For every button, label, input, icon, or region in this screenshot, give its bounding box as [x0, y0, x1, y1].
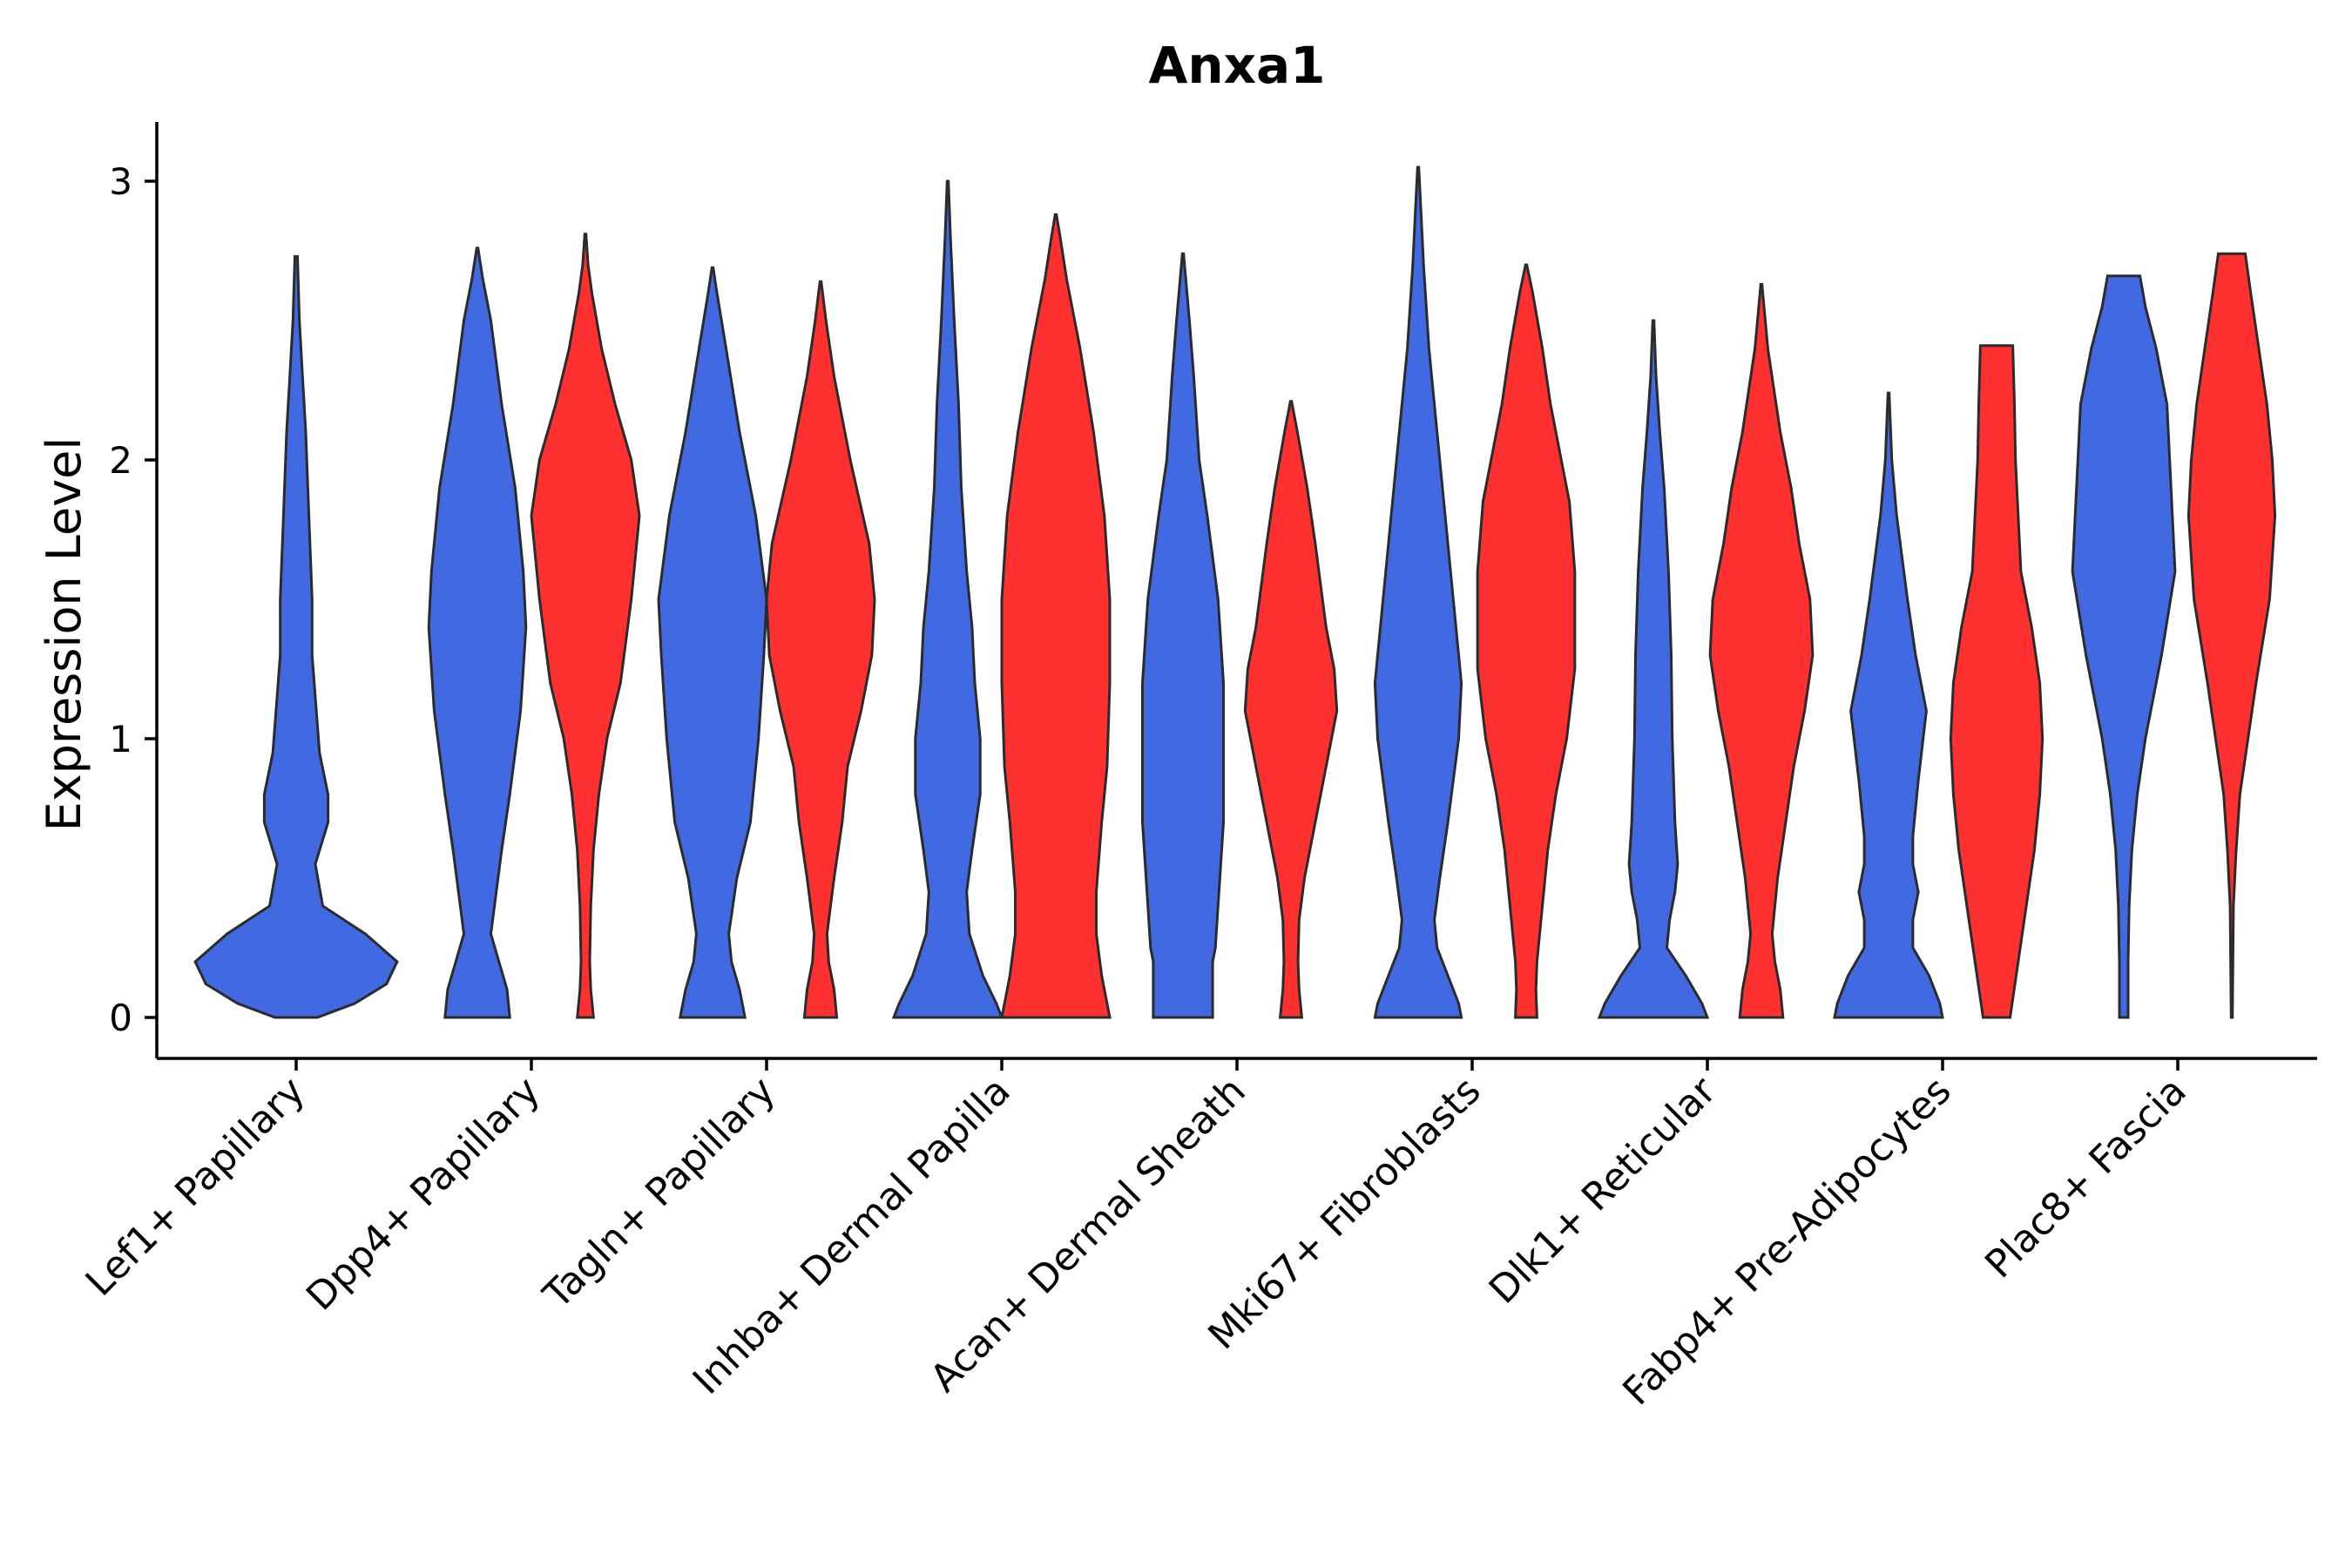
violin-9-red: [2186, 252, 2277, 1019]
y-axis-label: Expression Level: [37, 437, 91, 832]
y-tick-label: 0: [109, 997, 132, 1039]
y-tick-label: 3: [109, 160, 132, 203]
violin-1-blue: [193, 254, 399, 1019]
x-tick-label: Plac8+ Fascia: [1977, 1069, 2195, 1288]
y-tick-label: 2: [109, 439, 132, 482]
violin-3-red: [765, 280, 876, 1019]
violin-2-red: [530, 233, 641, 1019]
violin-6-red: [1476, 263, 1577, 1019]
violin-5-blue: [1141, 252, 1225, 1019]
violin-8-red: [1949, 344, 2044, 1019]
violin-2-blue: [427, 247, 528, 1019]
violin-4-red: [1000, 213, 1112, 1019]
violin-5-red: [1243, 400, 1339, 1019]
violin-9-blue: [2071, 274, 2177, 1019]
chart-title: Anxa1: [1148, 36, 1325, 95]
x-tick-label: Tagln+ Papillary: [535, 1069, 784, 1318]
violin-7-red: [1708, 282, 1815, 1019]
y-tick-label: 1: [109, 718, 132, 760]
x-tick-label: Dlk1+ Reticular: [1481, 1068, 1726, 1313]
x-tick-label: Dpp4+ Papillary: [298, 1069, 549, 1320]
violin-6-blue: [1373, 166, 1463, 1019]
violin-3-blue: [657, 266, 768, 1019]
x-tick-label: Mki67+ Fibroblasts: [1200, 1069, 1489, 1358]
x-tick-label: Lef1+ Papillary: [78, 1069, 314, 1305]
violin-8-blue: [1833, 391, 1944, 1019]
violins-layer: [193, 166, 2277, 1019]
violin-4-blue: [891, 179, 1004, 1019]
violin-7-blue: [1597, 319, 1710, 1019]
